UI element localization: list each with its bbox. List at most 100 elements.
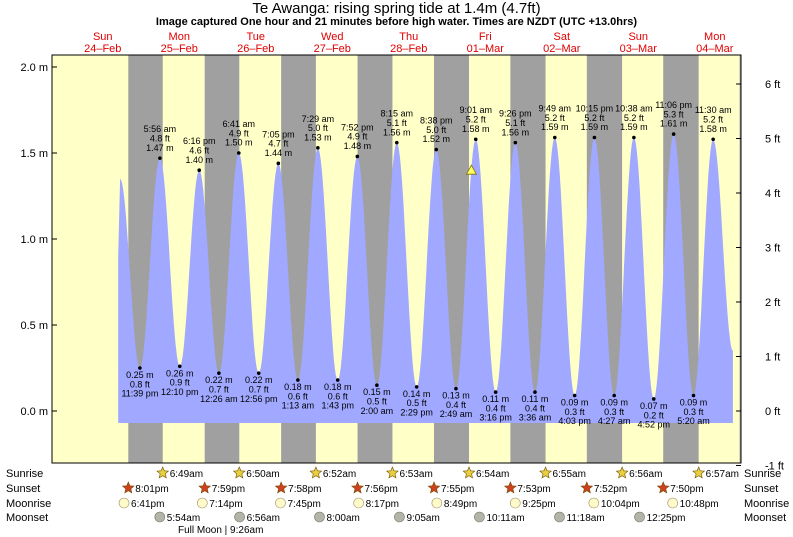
- low-tide-point: [296, 378, 300, 382]
- y-right-tick-label: 1 ft: [765, 352, 780, 364]
- chart-title: Te Awanga: rising spring tide at 1.4m (4…: [252, 0, 541, 17]
- day-name: Thu: [399, 31, 418, 43]
- day-date: 28–Feb: [390, 43, 427, 55]
- sunrise-time: 6:55am: [553, 469, 586, 480]
- y-right-tick-label: 3 ft: [765, 243, 780, 255]
- sunset-icon: [274, 481, 288, 494]
- low-tide-label: 0.11 m: [482, 394, 509, 404]
- high-tide-label: 5.1 ft: [505, 118, 526, 128]
- high-tide-label: 4.9 ft: [229, 128, 250, 138]
- sunrise-icon: [539, 466, 553, 479]
- low-tide-label: 12:56 pm: [240, 394, 278, 404]
- sunrise-time: 6:50am: [246, 469, 279, 480]
- low-tide-label: 0.09 m: [680, 398, 708, 408]
- high-tide-label: 4.9 ft: [347, 132, 368, 142]
- moonset-icon: [314, 511, 325, 523]
- low-tide-point: [138, 366, 142, 370]
- y-left-tick-label: 2.0 m: [20, 62, 48, 74]
- high-tide-point: [552, 135, 557, 140]
- low-tide-label: 0.7 ft: [249, 384, 270, 394]
- sunset-time: 7:52pm: [594, 484, 627, 495]
- y-left-tick-label: 1.0 m: [20, 234, 48, 246]
- low-tide-label: 0.8 ft: [130, 379, 151, 389]
- low-tide-label: 0.4 ft: [446, 400, 467, 410]
- low-tide-label: 1:43 pm: [321, 401, 354, 411]
- low-tide-label: 0.9 ft: [170, 378, 191, 388]
- day-name: Fri: [479, 31, 492, 43]
- high-tide-label: 6:16 pm: [183, 136, 216, 146]
- high-tide-label: 1.59 m: [620, 122, 648, 132]
- high-tide-label: 1.59 m: [581, 122, 609, 132]
- moonrise-time: 7:14pm: [209, 499, 242, 510]
- day-date: 02–Mar: [543, 43, 581, 55]
- low-tide-label: 0.11 m: [522, 394, 549, 404]
- low-tide-label: 2:00 am: [361, 406, 394, 416]
- moonrise-icon: [118, 497, 130, 509]
- low-tide-label: 4:52 pm: [637, 420, 670, 430]
- moonset-time: 5:54am: [167, 513, 200, 524]
- day-date: 25–Feb: [161, 43, 198, 55]
- chart-subtitle: Image captured One hour and 21 minutes b…: [155, 16, 638, 28]
- moon-phase-label: Full Moon | 9:26am: [178, 525, 263, 536]
- high-tide-label: 5.0 ft: [308, 123, 329, 133]
- low-tide-point: [572, 393, 577, 398]
- low-tide-label: 0.3 ft: [565, 407, 586, 417]
- high-tide-label: 9:01 am: [459, 105, 492, 115]
- high-tide-label: 11:06 pm: [655, 100, 692, 110]
- high-tide-label: 1.44 m: [265, 148, 293, 158]
- row-label-left: Moonset: [6, 512, 48, 524]
- sunset-icon: [351, 481, 364, 494]
- high-tide-label: 1.47 m: [146, 143, 174, 153]
- high-tide-label: 1.48 m: [344, 141, 372, 151]
- low-tide-label: 0.09 m: [561, 398, 589, 408]
- low-tide-label: 0.5 ft: [367, 397, 388, 407]
- moonrise-time: 10:48pm: [680, 499, 719, 510]
- high-tide-label: 1.50 m: [225, 138, 253, 148]
- low-tide-label: 2:29 pm: [400, 408, 433, 418]
- sunset-icon: [580, 481, 594, 494]
- y-left-tick-label: 1.5 m: [20, 148, 48, 160]
- low-tide-label: 0.22 m: [245, 375, 273, 385]
- row-label-left: Moonrise: [6, 498, 51, 510]
- sunrise-icon: [385, 466, 399, 479]
- low-tide-label: 0.7 ft: [209, 384, 230, 394]
- sunrise-icon: [232, 466, 246, 479]
- day-name: Tue: [246, 31, 265, 43]
- low-tide-label: 0.18 m: [324, 382, 352, 392]
- low-tide-point: [691, 393, 696, 398]
- sunset-icon: [503, 481, 517, 494]
- low-tide-label: 0.6 ft: [328, 391, 349, 401]
- high-tide-label: 5.2 ft: [466, 115, 487, 125]
- low-tide-label: 0.25 m: [126, 370, 154, 380]
- high-tide-label: 4.6 ft: [189, 146, 210, 156]
- row-label-right: Sunrise: [744, 468, 781, 480]
- moonset-time: 11:18am: [567, 513, 605, 524]
- y-right-tick-label: 2 ft: [765, 297, 780, 309]
- high-tide-label: 10:15 pm: [576, 104, 614, 114]
- low-tide-label: 3:36 am: [519, 413, 552, 423]
- sunset-icon: [121, 481, 135, 494]
- low-tide-point: [256, 371, 261, 375]
- moonrise-time: 6:41pm: [131, 499, 164, 510]
- low-tide-label: 1:13 am: [282, 401, 315, 411]
- high-tide-point: [355, 154, 360, 159]
- moonset-icon: [154, 511, 166, 523]
- high-tide-label: 9:26 pm: [499, 109, 532, 119]
- sunrise-time: 6:53am: [399, 469, 432, 480]
- moonrise-icon: [275, 497, 286, 509]
- low-tide-label: 0.18 m: [284, 382, 312, 392]
- moonrise-icon: [667, 497, 678, 509]
- low-tide-label: 0.3 ft: [604, 407, 625, 417]
- high-tide-label: 5.2 ft: [703, 115, 724, 125]
- high-tide-label: 11:30 am: [695, 105, 732, 115]
- low-tide-point: [414, 385, 419, 389]
- high-tide-label: 5.2 ft: [624, 113, 645, 123]
- current-level-marker: [465, 164, 478, 175]
- low-tide-point: [612, 393, 616, 398]
- low-tide-label: 0.2 ft: [644, 410, 665, 420]
- sunrise-icon: [309, 466, 323, 479]
- y-right-tick-label: 0 ft: [765, 406, 780, 418]
- low-tide-label: 3:16 pm: [479, 413, 512, 423]
- high-tide-label: 1.52 m: [423, 134, 451, 144]
